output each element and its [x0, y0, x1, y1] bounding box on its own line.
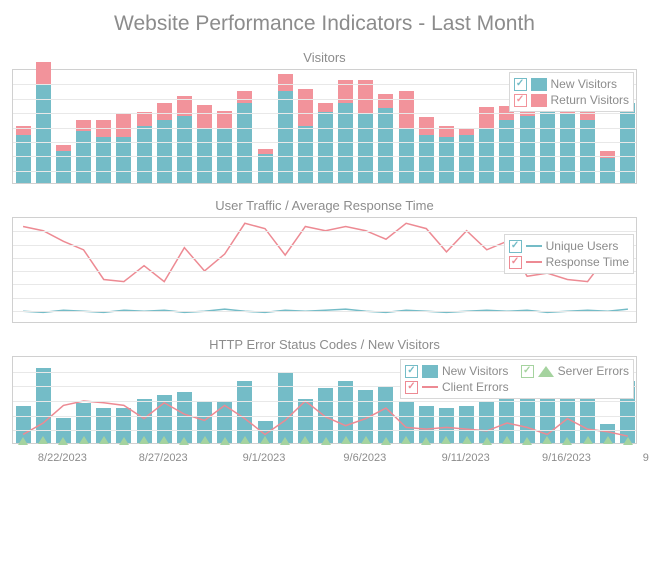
- legend-checkbox[interactable]: ✓: [514, 78, 527, 91]
- legend-checkbox[interactable]: ✓: [514, 94, 527, 107]
- bar[interactable]: [116, 114, 131, 183]
- bar[interactable]: [76, 120, 91, 183]
- legend-label: New Visitors: [551, 77, 617, 91]
- chart-title: User Traffic / Average Response Time: [12, 192, 637, 217]
- x-tick-label: 9/16/2023: [542, 452, 591, 464]
- legend: ✓ New Visitors ✓ Return Visitors: [509, 72, 634, 112]
- chart-title: HTTP Error Status Codes / New Visitors: [12, 331, 637, 356]
- chart-traffic: User Traffic / Average Response Time ✓ Un…: [12, 192, 637, 323]
- legend-swatch: [422, 386, 438, 388]
- bar[interactable]: [36, 62, 51, 183]
- x-tick-label: 9/1/2023: [243, 452, 286, 464]
- legend-item[interactable]: ✓ Return Visitors: [514, 92, 629, 108]
- legend-swatch: [538, 366, 554, 377]
- bar[interactable]: [237, 91, 252, 183]
- legend-item[interactable]: ✓ New Visitors: [405, 363, 509, 379]
- page-title: Website Performance Indicators - Last Mo…: [0, 0, 649, 44]
- legend-swatch: [422, 365, 438, 378]
- legend: ✓ Unique Users ✓ Response Time: [504, 234, 634, 274]
- legend-item[interactable]: ✓ New Visitors: [514, 76, 629, 92]
- bar[interactable]: [399, 91, 414, 183]
- legend-swatch: [531, 78, 547, 91]
- plot-area: ✓ New Visitors ✓ Return Visitors: [12, 69, 637, 184]
- bar[interactable]: [439, 126, 454, 184]
- legend-checkbox[interactable]: ✓: [521, 365, 534, 378]
- x-axis: 8/22/2023 8/27/2023 9/1/2023 9/6/2023 9/11/2…: [12, 452, 637, 470]
- legend-label: Server Errors: [558, 364, 629, 378]
- chart-title: Visitors: [12, 44, 637, 69]
- legend-item[interactable]: ✓ Unique Users: [509, 238, 629, 254]
- bar[interactable]: [338, 80, 353, 184]
- legend-checkbox[interactable]: ✓: [405, 381, 418, 394]
- bar[interactable]: [96, 120, 111, 183]
- legend-swatch: [526, 245, 542, 247]
- x-tick-label: 9/21/2023: [643, 452, 649, 464]
- bar[interactable]: [580, 111, 595, 183]
- bar[interactable]: [16, 126, 31, 184]
- legend: ✓ New Visitors ✓ Client Errors ✓ Server Error…: [400, 359, 634, 399]
- legend-checkbox[interactable]: ✓: [509, 240, 522, 253]
- x-tick-label: 8/22/2023: [38, 452, 87, 464]
- legend-checkbox[interactable]: ✓: [509, 256, 522, 269]
- bar[interactable]: [358, 80, 373, 184]
- legend-item[interactable]: ✓ Server Errors: [521, 363, 629, 379]
- bar[interactable]: [258, 149, 273, 184]
- legend-checkbox[interactable]: ✓: [405, 365, 418, 378]
- legend-item[interactable]: ✓ Response Time: [509, 254, 629, 270]
- bar[interactable]: [137, 112, 152, 183]
- legend-label: New Visitors: [442, 364, 508, 378]
- plot-area: ✓ New Visitors ✓ Client Errors ✓ Server Error…: [12, 356, 637, 444]
- x-tick-label: 9/11/2023: [442, 452, 490, 464]
- x-tick-label: 8/27/2023: [139, 452, 188, 464]
- legend-label: Client Errors: [442, 380, 509, 394]
- legend-swatch: [526, 261, 542, 263]
- chart-visitors: Visitors ✓ New Visitors ✓ Return Visitors: [12, 44, 637, 184]
- legend-label: Response Time: [546, 255, 629, 269]
- x-tick-label: 9/6/2023: [343, 452, 386, 464]
- bar[interactable]: [298, 89, 313, 183]
- bar[interactable]: [217, 111, 232, 183]
- chart-errors: HTTP Error Status Codes / New Visitors ✓…: [12, 331, 637, 444]
- legend-swatch: [531, 94, 547, 107]
- plot-area: ✓ Unique Users ✓ Response Time: [12, 217, 637, 323]
- legend-label: Return Visitors: [551, 93, 629, 107]
- bar[interactable]: [56, 145, 71, 183]
- legend-label: Unique Users: [546, 239, 619, 253]
- legend-item[interactable]: ✓ Client Errors: [405, 379, 509, 395]
